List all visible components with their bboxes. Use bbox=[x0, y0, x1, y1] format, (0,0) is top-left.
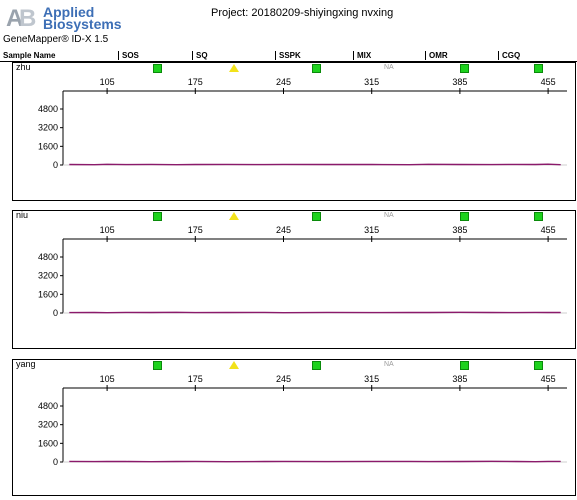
sq-check-icon bbox=[229, 64, 239, 72]
x-tick-label: 455 bbox=[541, 77, 556, 87]
x-tick-label: 245 bbox=[276, 374, 291, 384]
sample-name: niu bbox=[16, 210, 29, 220]
sq-check-icon bbox=[229, 361, 239, 369]
x-tick-label: 245 bbox=[276, 225, 291, 235]
x-tick-label: 315 bbox=[364, 374, 379, 384]
x-tick-label: 315 bbox=[364, 225, 379, 235]
col-separator bbox=[498, 51, 499, 60]
y-tick-label: 4800 bbox=[38, 252, 58, 262]
project-title: Project: 20180209-shiyingxing nvxing bbox=[211, 7, 394, 19]
y-tick-label: 1600 bbox=[38, 289, 58, 299]
cgq-pass-icon bbox=[534, 361, 543, 370]
col-separator bbox=[192, 51, 193, 60]
sample-name: yang bbox=[16, 359, 36, 369]
x-tick-label: 385 bbox=[452, 77, 467, 87]
x-tick-label: 105 bbox=[100, 77, 115, 87]
omr-pass-icon bbox=[460, 212, 469, 221]
product-name: GeneMapper® ID-X 1.5 bbox=[3, 34, 109, 45]
mix-na-label: NA bbox=[384, 212, 394, 219]
col-sspk: SSPK bbox=[279, 51, 301, 60]
x-tick-label: 175 bbox=[188, 225, 203, 235]
x-tick-label: 175 bbox=[188, 374, 203, 384]
mix-na-label: NA bbox=[384, 361, 394, 368]
signal-trace bbox=[69, 163, 561, 166]
x-tick-label: 315 bbox=[364, 77, 379, 87]
sample-name: zhu bbox=[16, 62, 31, 72]
svg-text:A: A bbox=[6, 5, 23, 32]
col-sample-name: Sample Name bbox=[3, 51, 56, 60]
x-tick-label: 245 bbox=[276, 77, 291, 87]
y-tick-label: 1600 bbox=[38, 438, 58, 448]
sos-pass-icon bbox=[153, 212, 162, 221]
x-tick-label: 455 bbox=[541, 374, 556, 384]
col-separator bbox=[353, 51, 354, 60]
col-cgq: CGQ bbox=[502, 51, 521, 60]
y-tick-label: 0 bbox=[53, 308, 58, 318]
brand-line1: Applied bbox=[43, 4, 95, 20]
electropherogram-zhu[interactable]: 105 175 245 315 385 455 0 1600 3200 4800 bbox=[12, 73, 576, 201]
x-tick-label: 175 bbox=[188, 77, 203, 87]
col-omr: OMR bbox=[429, 51, 448, 60]
brand-line2: Biosystems bbox=[43, 16, 122, 32]
y-tick-label: 4800 bbox=[38, 401, 58, 411]
cgq-pass-icon bbox=[534, 212, 543, 221]
electropherogram-niu[interactable]: 105 175 245 315 385 455 0 1600 3200 4800 bbox=[12, 221, 576, 349]
sos-pass-icon bbox=[153, 64, 162, 73]
applied-biosystems-logo: A B Applied Biosystems bbox=[4, 2, 144, 36]
cgq-pass-icon bbox=[534, 64, 543, 73]
sos-pass-icon bbox=[153, 361, 162, 370]
x-tick-label: 105 bbox=[100, 225, 115, 235]
x-tick-label: 385 bbox=[452, 225, 467, 235]
sq-check-icon bbox=[229, 212, 239, 220]
chart-zhu: 105 175 245 315 385 455 0 1600 3200 4800 bbox=[38, 77, 567, 170]
y-tick-label: 4800 bbox=[38, 104, 58, 114]
y-tick-label: 0 bbox=[53, 160, 58, 170]
ab-logo-icon: A B bbox=[4, 2, 40, 32]
y-tick-label: 3200 bbox=[38, 123, 58, 133]
y-tick-label: 3200 bbox=[38, 420, 58, 430]
col-separator bbox=[425, 51, 426, 60]
omr-pass-icon bbox=[460, 64, 469, 73]
omr-pass-icon bbox=[460, 361, 469, 370]
chart-yang: 105 175 245 315 385 455 0 1600 3200 4800 bbox=[38, 374, 567, 467]
sspk-pass-icon bbox=[312, 212, 321, 221]
col-separator bbox=[275, 51, 276, 60]
col-separator bbox=[118, 51, 119, 60]
sspk-pass-icon bbox=[312, 361, 321, 370]
svg-text:B: B bbox=[19, 5, 36, 32]
mix-na-label: NA bbox=[384, 64, 394, 71]
y-tick-label: 1600 bbox=[38, 141, 58, 151]
chart-niu: 105 175 245 315 385 455 0 1600 3200 4800 bbox=[38, 225, 567, 318]
x-tick-label: 455 bbox=[541, 225, 556, 235]
col-sos: SOS bbox=[122, 51, 139, 60]
electropherogram-yang[interactable]: 105 175 245 315 385 455 0 1600 3200 4800 bbox=[12, 370, 576, 496]
x-tick-label: 105 bbox=[100, 374, 115, 384]
column-header-row: Sample Name SOS SQ SSPK MIX OMR CGQ bbox=[0, 50, 577, 62]
sspk-pass-icon bbox=[312, 64, 321, 73]
col-mix: MIX bbox=[357, 51, 372, 60]
col-sq: SQ bbox=[196, 51, 208, 60]
y-tick-label: 0 bbox=[53, 457, 58, 467]
y-tick-label: 3200 bbox=[38, 271, 58, 281]
x-tick-label: 385 bbox=[452, 374, 467, 384]
